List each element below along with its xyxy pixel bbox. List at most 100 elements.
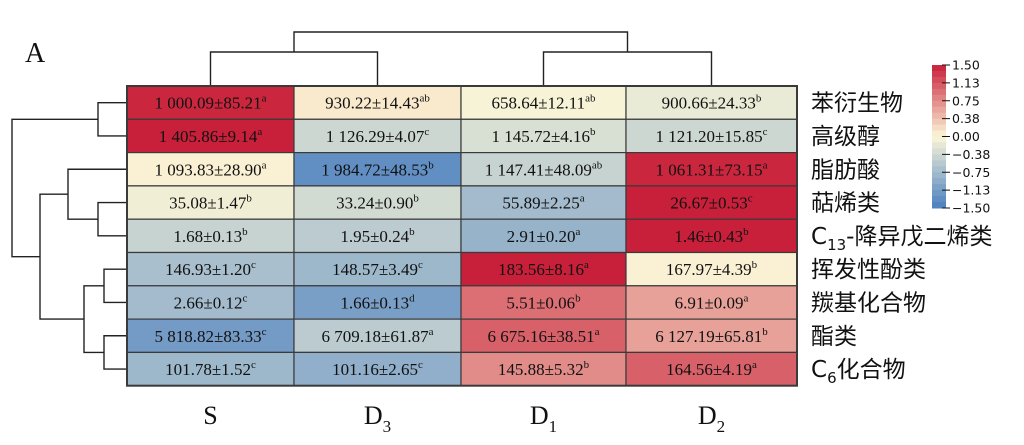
cell-label: 1.68±0.13b: [173, 226, 248, 246]
legend-tick-label: −1.50: [952, 201, 990, 216]
row-label: 挥发性酚类: [811, 257, 926, 283]
legend-swatch: [932, 148, 946, 155]
heatmap-cell: [126, 318, 295, 354]
legend-swatch: [932, 124, 946, 132]
cell-label: 1 093.83±28.90a: [155, 159, 267, 179]
row-label: C13-降异戊二烯类: [811, 224, 992, 254]
legend-swatch: [932, 136, 946, 143]
cell-label: 900.66±24.33b: [662, 93, 762, 113]
dendrogram-branch: [83, 285, 104, 354]
legend-swatch: [932, 70, 946, 78]
dendrogram-branch: [103, 335, 127, 370]
heatmap-cell: [293, 318, 462, 354]
legend-tick-label: 0.00: [952, 129, 980, 144]
cell-label: 1 000.09±85.21a: [155, 93, 267, 113]
legend-swatch: [932, 82, 946, 90]
legend-swatch: [932, 100, 946, 108]
column-labels: S D3 D1 D2: [203, 401, 725, 436]
cell-label: 1.46±0.43b: [674, 226, 749, 246]
cell-label: 1.95±0.24b: [340, 226, 415, 246]
cell-label: 1.66±0.13d: [340, 292, 415, 312]
heatmap-cell: [126, 351, 295, 387]
heatmap-cell: [293, 351, 462, 387]
column-label: S: [203, 401, 217, 430]
legend-swatch: [932, 76, 946, 84]
row-label: C6化合物: [811, 357, 906, 387]
heatmap-cell: [460, 185, 627, 220]
row-label: 高级醇: [811, 124, 880, 150]
legend-swatch: [932, 160, 946, 167]
heatmap-cell: [293, 185, 462, 220]
legend-swatch: [932, 184, 946, 191]
legend-swatch: [932, 142, 946, 149]
dendrogram-branch: [11, 118, 98, 258]
legend-tick-label: −0.75: [952, 165, 990, 180]
cell-label: 6.91±0.09a: [675, 292, 749, 312]
dendrogram-branch: [97, 101, 127, 137]
legend-tick-label: −1.13: [952, 183, 990, 198]
cell-label: 2.91±0.20a: [507, 226, 581, 246]
heatmap-cell: [293, 152, 462, 187]
cell-label: 55.89±2.25a: [502, 193, 584, 213]
color-legend: 1.50 1.13 0.75 0.38 0.00 −0.38 −0.75 −1.13 −1.50: [932, 58, 990, 216]
heatmap-cell: [293, 118, 462, 154]
cell-label: 26.67±0.53c: [670, 193, 752, 213]
dendrogram-branch: [542, 51, 713, 86]
legend-swatch: [932, 196, 946, 203]
cell-label: 101.16±2.65c: [332, 359, 423, 379]
cell-label: 148.57±3.49c: [332, 259, 423, 279]
legend-tick-label: −0.38: [952, 147, 990, 162]
heatmap-cell: [625, 251, 798, 287]
cell-label: 658.64±12.11ab: [491, 93, 596, 113]
row-label: 羰基化合物: [811, 290, 926, 316]
cell-label: 1 147.41±48.09ab: [485, 159, 603, 179]
legend-tick-label: 0.75: [952, 93, 980, 108]
cell-label: 1 405.86±9.14a: [159, 126, 263, 146]
row-label: 脂肪酸: [811, 157, 880, 183]
heatmap-cell: [625, 318, 798, 354]
cell-label: 6 709.18±61.87a: [322, 326, 434, 346]
row-label: 萜烯类: [811, 191, 880, 217]
cell-label: 5.51±0.06b: [506, 292, 581, 312]
heatmap-cell: [293, 285, 462, 320]
row-label: 苯衍生物: [811, 91, 903, 117]
cell-label: 5 818.82±83.33c: [155, 326, 267, 346]
cell-label: 164.56±4.19a: [666, 359, 757, 379]
legend-swatch: [932, 130, 946, 137]
heatmap-cell: [293, 85, 462, 120]
legend-swatch: [932, 154, 946, 161]
legend-swatch: [932, 112, 946, 120]
legend-tick-label: 1.13: [952, 75, 980, 90]
cell-label: 1 145.72±4.16b: [491, 126, 596, 146]
heatmap-cell: [293, 218, 462, 254]
legend-swatch: [932, 172, 946, 179]
legend-swatch: [932, 166, 946, 173]
cell-label: 35.08±1.47b: [169, 193, 252, 213]
heatmap-cell: [625, 351, 798, 387]
heatmap-cell: [625, 285, 798, 320]
legend-tick-label: 0.38: [952, 111, 980, 126]
legend-swatch: [932, 202, 946, 209]
legend-swatch: [932, 65, 946, 72]
cell-label: 6 127.19±65.81b: [655, 326, 768, 346]
dendrogram-branch: [209, 51, 379, 86]
heatmap-cell: [460, 318, 627, 354]
dendrogram-branch: [39, 193, 84, 320]
legend-tick-label: 1.50: [952, 58, 980, 73]
cell-label: 101.78±1.52c: [165, 359, 256, 379]
grid-border: [126, 85, 798, 387]
panel-label: A: [25, 38, 46, 69]
cell-label: 1 126.29±4.07c: [326, 126, 430, 146]
cell-label: 930.22±14.43ab: [325, 93, 430, 113]
heatmap-cells: 1 000.09±85.21a 930.22±14.43ab 658.64±12.1…: [126, 85, 798, 387]
column-label: D3: [364, 401, 391, 436]
legend-swatch: [932, 88, 946, 96]
cell-label: 167.97±4.39b: [666, 259, 758, 279]
heatmap-cell: [460, 218, 627, 254]
cell-label: 146.93±1.20c: [165, 259, 256, 279]
cell-label: 2.66±0.12c: [174, 292, 248, 312]
cell-label: 1 121.20±15.85c: [656, 126, 768, 146]
legend-swatch: [932, 118, 946, 126]
cell-label: 145.88±5.32b: [498, 359, 590, 379]
